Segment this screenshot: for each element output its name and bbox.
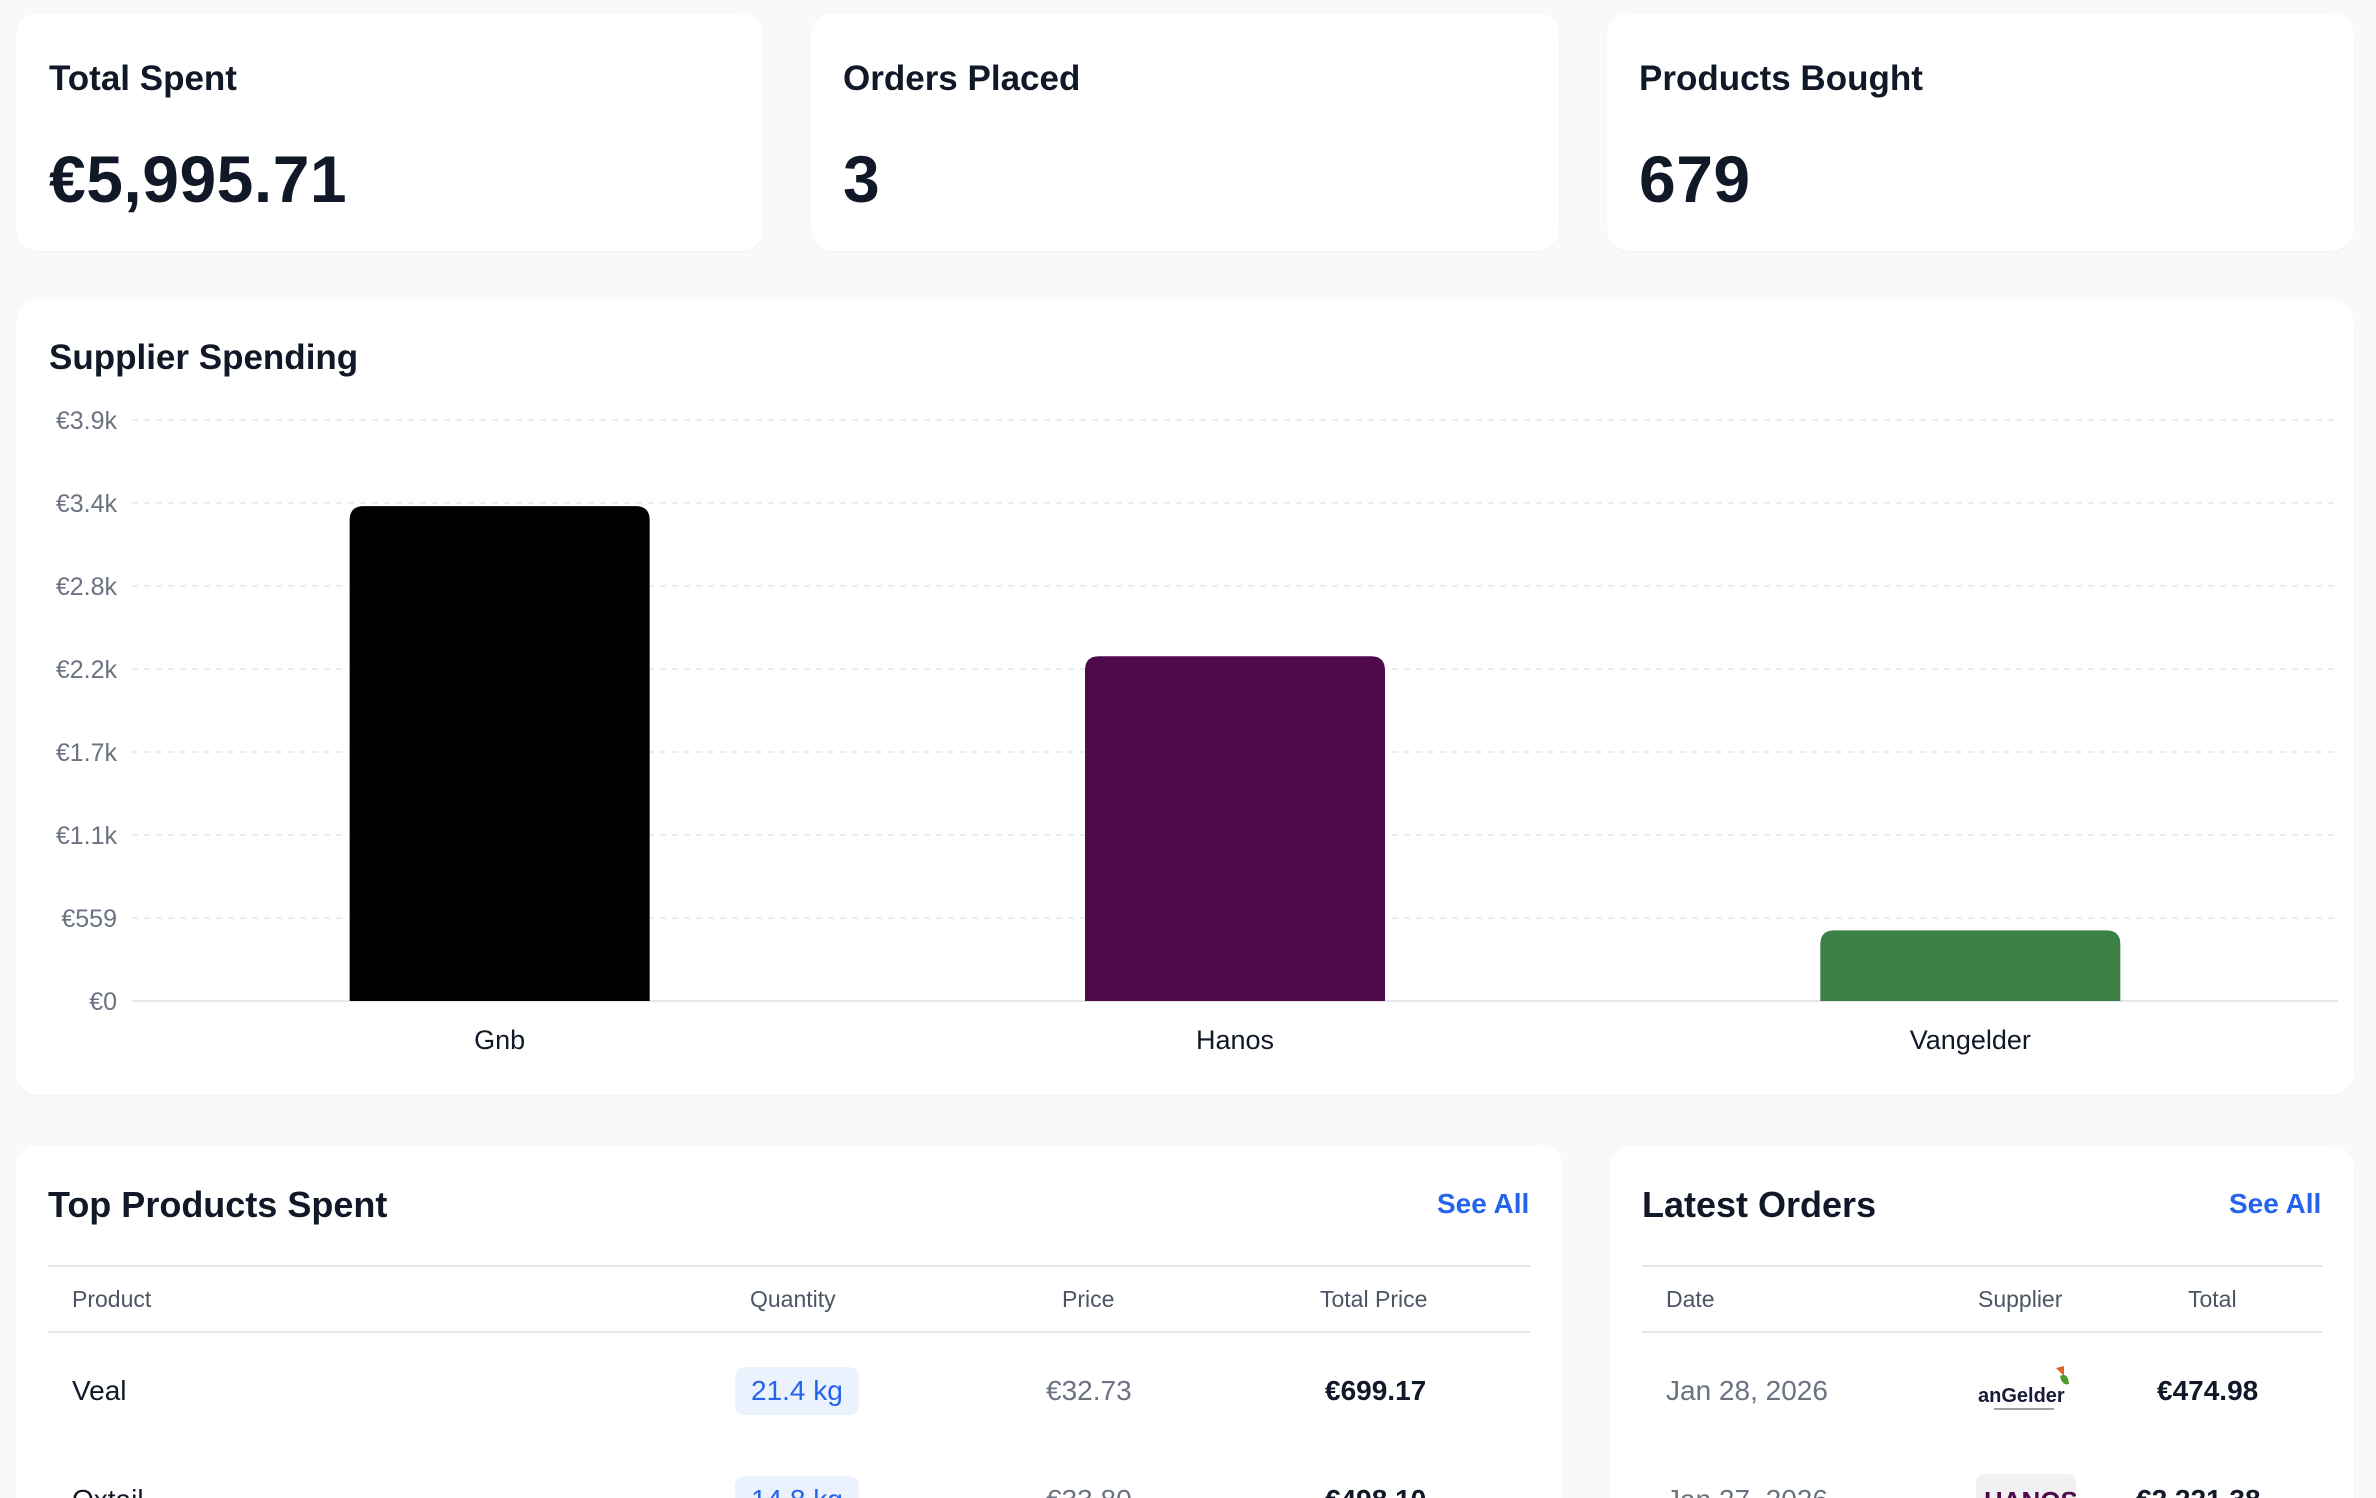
column-header-total: Total — [2188, 1286, 2237, 1312]
column-header-quantity: Quantity — [750, 1286, 836, 1312]
x-tick-label: Gnb — [474, 1025, 525, 1055]
vangelder-logo: anGelder — [1976, 1362, 2076, 1418]
y-tick-label: €559 — [61, 905, 117, 933]
top-products-title: Top Products Spent — [48, 1184, 388, 1225]
supplier-spending-chart: €0 €559 €1.1k €1.7k €2.2k €2.8k €3.4k €3.9k Gnb H… — [56, 407, 2338, 1055]
order-total: €474.98 — [2157, 1375, 2259, 1406]
unit-price: €32.73 — [1046, 1375, 1132, 1406]
column-header-product: Product — [72, 1286, 152, 1312]
product-name: Veal — [72, 1375, 127, 1406]
unit-price: €33.80 — [1046, 1484, 1132, 1498]
total-price: €498.10 — [1325, 1484, 1426, 1498]
bar-gnb[interactable] — [349, 506, 650, 1001]
bar-hanos[interactable] — [1085, 656, 1385, 1001]
table-divider — [48, 1265, 1530, 1267]
svg-text:HANOS: HANOS — [1984, 1486, 2076, 1498]
x-tick-label: Vangelder — [1910, 1025, 2031, 1055]
order-date: Jan 27, 2026 — [1666, 1484, 1828, 1498]
svg-text:anGelder: anGelder — [1978, 1385, 2065, 1407]
column-header-price: Price — [1062, 1286, 1115, 1312]
chart-title: Supplier Spending — [49, 338, 359, 377]
latest-orders-see-all-link[interactable]: See All — [2229, 1188, 2322, 1219]
stat-card-total-spent: Total Spent €5,995.71 — [16, 13, 763, 251]
stat-title: Products Bought — [1639, 59, 1923, 98]
latest-orders-title: Latest Orders — [1642, 1184, 1877, 1225]
column-header-supplier: Supplier — [1978, 1286, 2063, 1312]
stat-value: 3 — [843, 142, 881, 216]
product-name: Oxtail — [72, 1484, 144, 1498]
table-divider — [1642, 1265, 2322, 1267]
y-tick-label: €2.8k — [56, 573, 118, 601]
table-divider — [1642, 1331, 2322, 1333]
y-tick-label: €1.1k — [56, 822, 118, 850]
order-date: Jan 28, 2026 — [1666, 1375, 1828, 1406]
quantity-badge: 14.8 kg — [735, 1476, 859, 1498]
column-header-date: Date — [1666, 1286, 1715, 1312]
stat-title: Total Spent — [49, 59, 237, 98]
total-price: €699.17 — [1325, 1375, 1427, 1406]
bar-vangelder[interactable] — [1820, 930, 2121, 1001]
y-tick-label: €2.2k — [56, 656, 118, 684]
quantity-badge: 21.4 kg — [735, 1367, 859, 1415]
y-tick-label: €0 — [89, 988, 117, 1016]
table-divider — [48, 1331, 1530, 1333]
y-tick-label: €1.7k — [56, 739, 118, 767]
latest-orders-card — [1610, 1145, 2354, 1498]
stat-card-products-bought: Products Bought 679 — [1607, 13, 2354, 251]
top-products-see-all-link[interactable]: See All — [1437, 1188, 1530, 1219]
stat-title: Orders Placed — [843, 59, 1081, 98]
column-header-total-price: Total Price — [1320, 1286, 1428, 1312]
y-tick-label: €3.4k — [56, 490, 118, 518]
stat-value: 679 — [1639, 142, 1751, 216]
y-tick-label: €3.9k — [56, 407, 118, 435]
order-total: €2,221.38 — [2136, 1484, 2261, 1498]
x-tick-label: Hanos — [1196, 1025, 1274, 1055]
stat-card-orders-placed: Orders Placed 3 — [811, 13, 1559, 251]
stat-value: €5,995.71 — [49, 142, 348, 216]
hanos-logo: HANOS — [1976, 1474, 2078, 1498]
top-products-card — [16, 1145, 1563, 1498]
